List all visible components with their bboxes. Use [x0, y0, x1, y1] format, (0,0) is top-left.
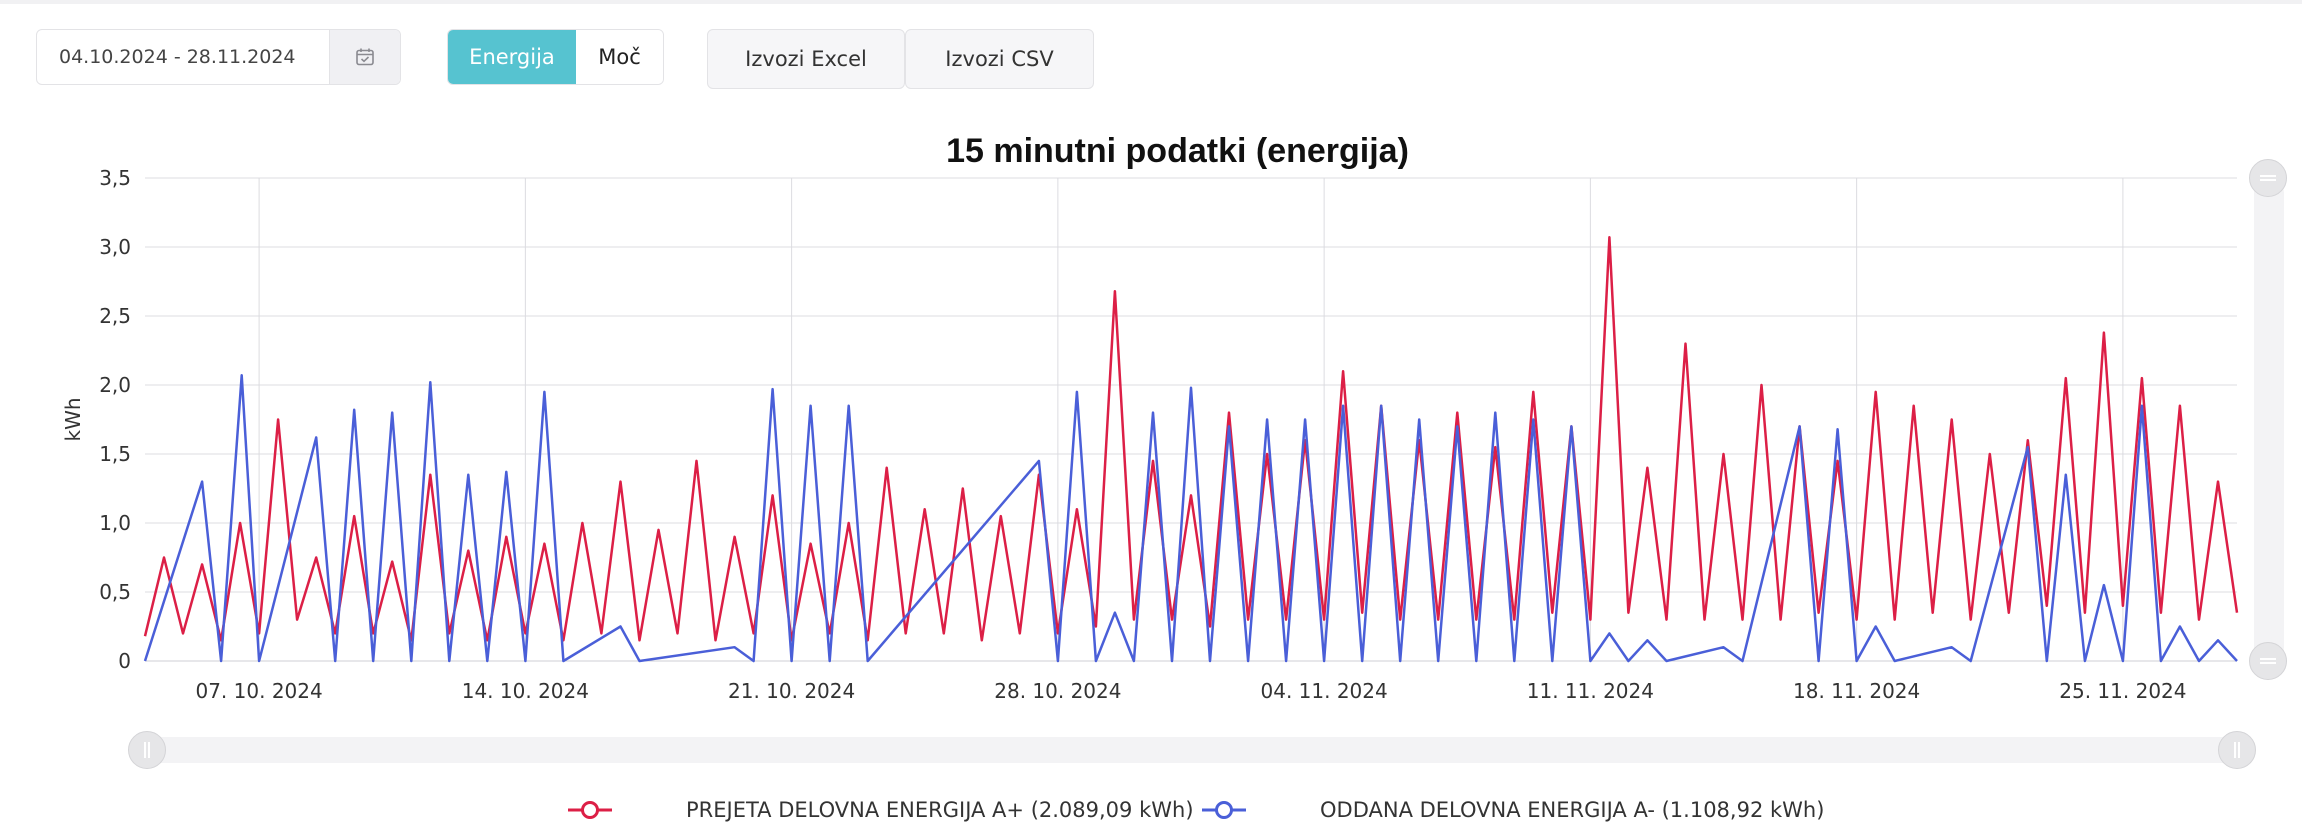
horizontal-scroll-handle-right[interactable] [2218, 731, 2256, 769]
x-tick-label: 18. 11. 2024 [1793, 679, 1920, 703]
y-tick-label: 2,5 [99, 304, 131, 328]
x-tick-label: 11. 11. 2024 [1527, 679, 1654, 703]
x-tick-label: 25. 11. 2024 [2059, 679, 2186, 703]
chart: 0 0,5 1,0 1,5 2,0 2,5 3,0 3,5 07. 10. 2024 14. 1… [61, 166, 2239, 703]
y-tick-label: 1,5 [99, 442, 131, 466]
y-tick-label: 1,0 [99, 511, 131, 535]
grip-icon [2234, 742, 2240, 758]
date-range-input[interactable]: 04.10.2024 - 28.11.2024 [59, 46, 296, 68]
legend-marker-icon [1202, 801, 1246, 819]
legend-label: ODDANA DELOVNA ENERGIJA A- (1.108,92 kWh… [1320, 798, 1825, 822]
vertical-scrollbar[interactable] [2254, 178, 2284, 662]
x-tick-label: 07. 10. 2024 [195, 679, 322, 703]
y-tick-label: 0,5 [99, 580, 131, 604]
y-tick-label: 0 [118, 649, 131, 673]
mode-toggle: Energija Moč [447, 29, 664, 85]
export-excel-button[interactable]: Izvozi Excel [707, 29, 905, 89]
grip-icon [2260, 175, 2276, 181]
horizontal-scrollbar[interactable] [132, 737, 2240, 763]
calendar-icon [356, 48, 374, 66]
x-tick-label: 28. 10. 2024 [994, 679, 1121, 703]
tab-moc[interactable]: Moč [576, 30, 663, 84]
grip-icon [144, 742, 150, 758]
export-csv-button[interactable]: Izvozi CSV [905, 29, 1094, 89]
x-axis: 07. 10. 2024 14. 10. 2024 21. 10. 2024 28. … [195, 679, 2186, 703]
legend-label: PREJETA DELOVNA ENERGIJA A+ (2.089,09 kW… [686, 798, 1194, 822]
grid [145, 177, 2237, 662]
y-tick-label: 3,0 [99, 235, 131, 259]
x-tick-label: 14. 10. 2024 [462, 679, 589, 703]
x-tick-label: 21. 10. 2024 [728, 679, 855, 703]
y-tick-label: 2,0 [99, 373, 131, 397]
calendar-button[interactable] [329, 30, 400, 84]
date-range-picker[interactable]: 04.10.2024 - 28.11.2024 [36, 29, 401, 85]
legend-item-prejeta[interactable]: PREJETA DELOVNA ENERGIJA A+ (2.089,09 kW… [566, 792, 1194, 828]
chart-title: 15 minutni podatki (energija) [946, 132, 1409, 170]
legend-marker-icon [568, 801, 612, 819]
top-border [0, 0, 2302, 4]
tab-energija[interactable]: Energija [448, 30, 576, 84]
vertical-scroll-handle-bottom[interactable] [2249, 642, 2287, 680]
y-axis: 0 0,5 1,0 1,5 2,0 2,5 3,0 3,5 [99, 166, 131, 673]
series-line-oddana [143, 374, 2238, 663]
grip-icon [2260, 658, 2276, 664]
y-tick-label: 3,5 [99, 166, 131, 190]
horizontal-scroll-handle-left[interactable] [128, 731, 166, 769]
series-layer [143, 236, 2239, 663]
x-tick-label: 04. 11. 2024 [1261, 679, 1388, 703]
legend-item-oddana[interactable]: ODDANA DELOVNA ENERGIJA A- (1.108,92 kWh… [1200, 792, 1824, 828]
y-axis-label: kWh [61, 397, 85, 441]
vertical-scroll-handle-top[interactable] [2249, 159, 2287, 197]
